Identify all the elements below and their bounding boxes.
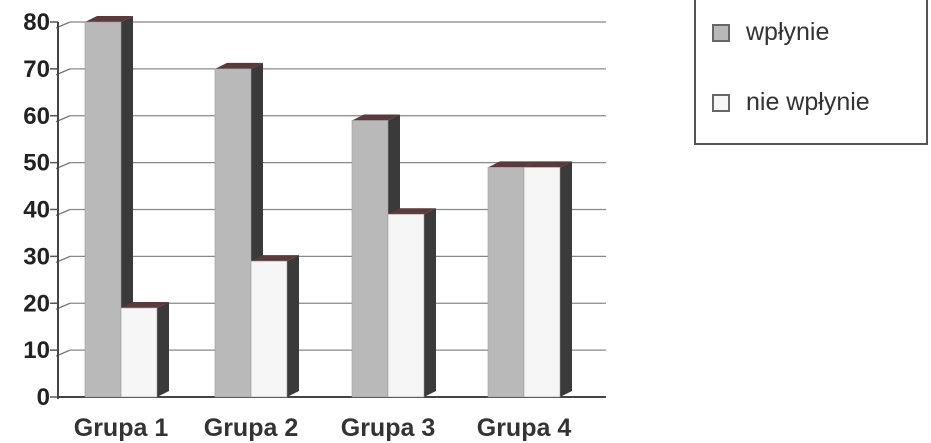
axis-labels: 0 10 20 30 40 50 60 70 80 Grupa 1 Grupa 2 Grupa 3 Gr… <box>23 9 571 442</box>
legend-label-wplynie: wpłynie <box>746 18 830 46</box>
bar-side-face <box>424 208 436 397</box>
bar-side-face <box>560 161 572 397</box>
bar-side-face <box>287 255 299 397</box>
bar-nie-wplynie <box>523 167 561 398</box>
y-tick-label: 10 <box>23 337 50 364</box>
bar-top-face <box>251 255 299 262</box>
y-tick-label: 50 <box>23 150 50 177</box>
x-category-label: Grupa 2 <box>204 414 298 442</box>
bar-top-face <box>215 62 263 69</box>
bar-wplynie <box>351 120 389 398</box>
bar-nie-wplynie <box>250 260 288 398</box>
y-tick-label: 20 <box>23 290 50 317</box>
bar-top-face <box>121 301 169 308</box>
legend-swatch-nie-wplynie <box>712 93 730 112</box>
x-category-label: Grupa 4 <box>477 414 572 442</box>
legend-item-wplynie: wpłynie <box>712 18 829 47</box>
bar-side-face <box>157 301 169 397</box>
bar-top-face <box>488 161 536 168</box>
bar-wplynie <box>84 21 122 398</box>
y-tick-label: 70 <box>23 56 50 83</box>
bar-wplynie <box>214 68 252 398</box>
x-category-label: Grupa 1 <box>74 414 169 442</box>
y-tick-label: 0 <box>37 384 50 411</box>
bar-nie-wplynie <box>387 213 425 398</box>
x-category-label: Grupa 3 <box>341 414 435 442</box>
legend: wpłynie nie wpłynie <box>694 0 928 145</box>
legend-swatch-wplynie <box>712 23 730 42</box>
bar-nie-wplynie <box>120 307 158 398</box>
legend-label-nie-wplynie: nie wpłynie <box>746 88 870 116</box>
y-tick-label: 40 <box>23 197 50 224</box>
bar-top-face <box>388 208 436 215</box>
bars <box>84 16 572 398</box>
bar-top-face <box>85 16 133 22</box>
bar-side-face <box>121 16 133 397</box>
y-tick-label: 80 <box>23 9 50 36</box>
y-tick-label: 60 <box>23 103 50 130</box>
bar-wplynie <box>487 167 525 398</box>
legend-item-nie-wplynie: nie wpłynie <box>712 88 870 117</box>
y-tick-label: 30 <box>23 243 50 270</box>
bar-top-face <box>524 161 572 168</box>
bar-top-face <box>352 114 400 121</box>
